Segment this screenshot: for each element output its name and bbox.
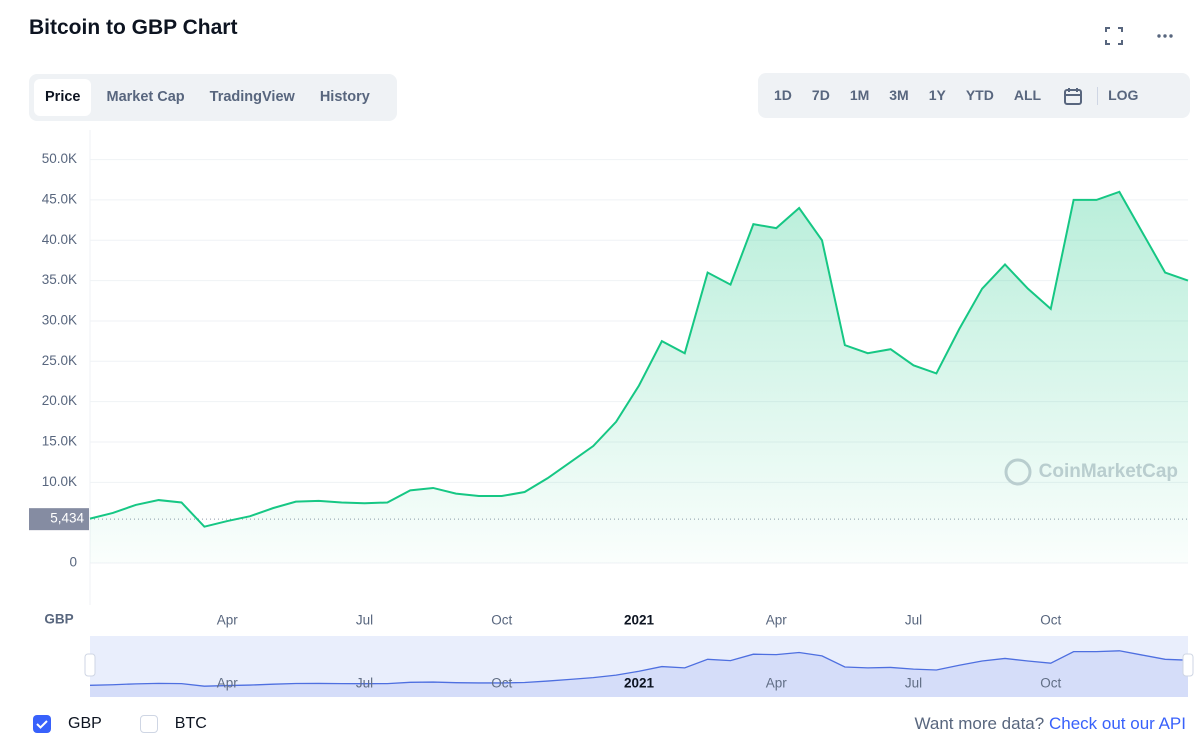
api-note: Want more data? Check out our API — [914, 714, 1186, 734]
option-label: BTC — [174, 715, 207, 732]
calendar-icon — [1064, 87, 1083, 105]
divider — [1097, 86, 1099, 105]
y-tick-label: 50.0K — [42, 151, 77, 166]
navigator-label: Oct — [491, 676, 512, 691]
navigator-label: 2021 — [624, 676, 655, 691]
x-tick-label: Oct — [1040, 613, 1061, 628]
x-tick-label: Jul — [905, 613, 922, 628]
x-tick-label: Apr — [217, 613, 239, 628]
y-tick-label: 35.0K — [42, 272, 77, 287]
y-axis-label: GBP — [44, 612, 73, 627]
range-button[interactable]: YTD — [965, 87, 994, 103]
range-button[interactable]: 1M — [849, 87, 870, 103]
navigator-handle[interactable] — [1182, 653, 1194, 677]
range-button[interactable]: 1D — [774, 87, 792, 103]
tab[interactable]: TradingView — [209, 89, 295, 105]
price-tag-label: 5,434 — [50, 511, 84, 526]
range-button[interactable]: 7D — [811, 87, 830, 103]
checkbox[interactable] — [33, 715, 51, 733]
navigator-label: Jul — [905, 676, 922, 691]
tab-group: Price Market Cap TradingView History — [29, 74, 397, 121]
x-tick-label: Oct — [491, 613, 512, 628]
y-tick-label: 45.0K — [42, 191, 77, 206]
y-tick-label: 25.0K — [42, 353, 77, 368]
navigator-label: Oct — [1040, 676, 1061, 691]
calendar-button[interactable] — [1051, 86, 1095, 106]
range-group: 1D 7D 1M 3M 1Y YTD ALL LOG — [758, 73, 1190, 118]
prompt: Want more data? — [914, 714, 1045, 733]
navigator-label: Apr — [766, 676, 788, 691]
range-button[interactable]: ALL — [1013, 87, 1042, 103]
x-tick-label: 2021 — [624, 613, 655, 628]
tab[interactable]: History — [319, 89, 370, 105]
navigator-handle[interactable] — [84, 653, 96, 677]
price-line — [89, 190, 1189, 528]
y-tick-label: 30.0K — [42, 313, 77, 328]
title: Bitcoin to GBP Chart — [29, 16, 238, 39]
option-label: GBP — [68, 715, 102, 732]
y-tick-label: 40.0K — [42, 232, 77, 247]
y-tick-label: 0 — [69, 555, 77, 570]
y-tick-label: 20.0K — [42, 393, 77, 408]
navigator-area — [90, 650, 1188, 697]
price-tag — [29, 508, 89, 531]
icons[interactable] — [1104, 26, 1184, 46]
api-link[interactable]: Check out our API — [1048, 714, 1186, 733]
navigator-line — [89, 650, 1189, 687]
tab[interactable]: Market Cap — [106, 89, 185, 105]
navigator-label: Apr — [217, 676, 239, 691]
y-tick-label: 10.0K — [42, 474, 77, 489]
x-tick-label: Apr — [766, 613, 788, 628]
x-tick-label: Jul — [356, 613, 373, 628]
y-tick-label: 15.0K — [42, 434, 77, 449]
chart: 0 10.0K 15.0K 20.0K 25.0K 30.0K 35.0K 40.0K 45.0… — [29, 130, 1194, 697]
tab[interactable]: Price — [34, 79, 92, 116]
log-button[interactable]: LOG — [1108, 87, 1139, 103]
check — [36, 720, 48, 729]
price-area — [90, 191, 1188, 563]
checkbox[interactable] — [139, 715, 158, 733]
navigator-label: Jul — [356, 676, 373, 691]
options: GBP BTC — [33, 715, 207, 733]
range-button[interactable]: 1Y — [928, 87, 946, 103]
range-button[interactable]: 3M — [889, 87, 909, 103]
